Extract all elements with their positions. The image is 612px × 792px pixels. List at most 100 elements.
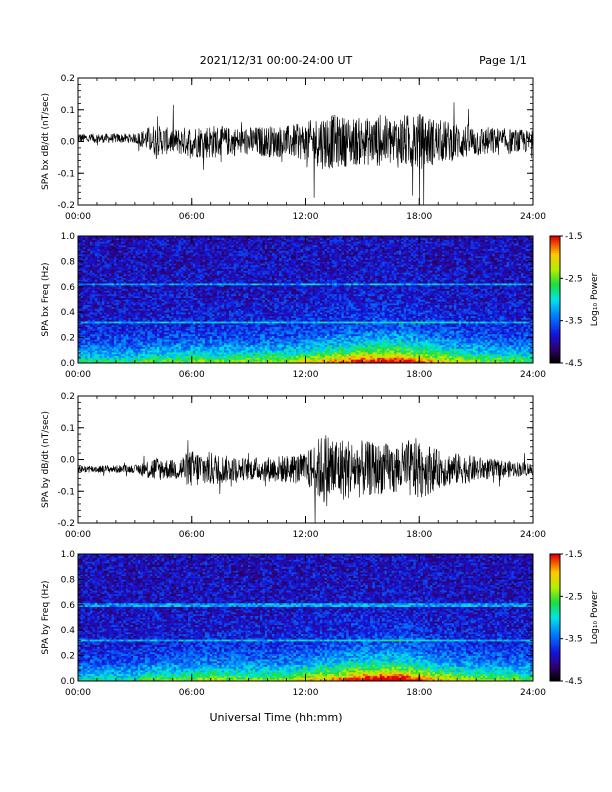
heatmap-cell [97, 303, 100, 305]
heatmap-cell [83, 330, 86, 332]
heatmap-cell [102, 329, 105, 331]
heatmap-cell [100, 359, 103, 361]
heatmap-cell [92, 336, 95, 338]
heatmap-cell [90, 345, 93, 347]
heatmap-cell [90, 238, 93, 240]
heatmap-cell [95, 341, 98, 343]
heatmap-cell [100, 327, 103, 329]
y-tick-label: 0.0 [61, 138, 76, 148]
heatmap-cell [80, 298, 83, 300]
heatmap-cell [88, 345, 91, 347]
heatmap-cell [92, 323, 95, 325]
heatmap-cell [97, 260, 100, 262]
heatmap-cell [90, 276, 93, 278]
heatmap-cell [88, 252, 91, 254]
heatmap-cell [90, 350, 93, 352]
heatmap-cell [90, 251, 93, 253]
heatmap-cell [88, 267, 91, 269]
heatmap-cell [85, 258, 88, 260]
heatmap-cell [80, 258, 83, 260]
heatmap-cell [83, 345, 86, 347]
heatmap-cell [95, 345, 98, 347]
heatmap-cell [83, 274, 86, 276]
heatmap-cell [90, 285, 93, 287]
heatmap-cell [83, 243, 86, 245]
heatmap-cell [90, 272, 93, 274]
heatmap-cell [90, 359, 93, 361]
page-indicator: Page 1/1 [479, 54, 527, 67]
heatmap-cell [85, 338, 88, 340]
heatmap-cell [97, 256, 100, 258]
heatmap-cell [100, 309, 103, 311]
heatmap-cell [95, 267, 98, 269]
heatmap-cell [97, 285, 100, 287]
heatmap-cell [80, 238, 83, 240]
figure: 2021/12/31 00:00-24:00 UT Page 1/1 -0.2-… [0, 0, 612, 792]
heatmap-cell [95, 334, 98, 336]
heatmap-cell [83, 354, 86, 356]
heatmap-cell [102, 359, 105, 361]
heatmap-cell [85, 278, 88, 280]
heatmap-cell [97, 270, 100, 272]
heatmap-cell [92, 278, 95, 280]
heatmap-cell [95, 321, 98, 323]
heatmap-cell [85, 325, 88, 327]
heatmap-cell [88, 280, 91, 282]
heatmap-cell [83, 343, 86, 345]
heatmap-cell [95, 270, 98, 272]
heatmap-cell [88, 263, 91, 265]
heatmap-cell [95, 254, 98, 256]
heatmap-cell [85, 269, 88, 271]
heatmap-cell [88, 348, 91, 350]
heatmap-cell [100, 245, 103, 247]
heatmap-cell [100, 249, 103, 251]
heatmap-cell [95, 303, 98, 305]
heatmap-cell [83, 251, 86, 253]
heatmap-cell [80, 350, 83, 352]
heatmap-cell [100, 252, 103, 254]
heatmap-cell [85, 252, 88, 254]
heatmap-cell [95, 243, 98, 245]
heatmap-cell [100, 241, 103, 243]
heatmap-cell [100, 267, 103, 269]
heatmap-cell [90, 336, 93, 338]
heatmap-cell [92, 343, 95, 345]
heatmap-cell [83, 245, 86, 247]
heatmap-cell [88, 347, 91, 349]
heatmap-cell [88, 358, 91, 360]
heatmap-cell [100, 343, 103, 345]
heatmap-cell [100, 347, 103, 349]
heatmap-cell [90, 256, 93, 258]
heatmap-cell [85, 281, 88, 283]
heatmap-cell [90, 278, 93, 280]
heatmap-cell [90, 283, 93, 285]
heatmap-cell [102, 339, 105, 341]
heatmap-cell [92, 280, 95, 282]
heatmap-cell [100, 345, 103, 347]
heatmap-cell [97, 318, 100, 320]
heatmap-cell [85, 348, 88, 350]
heatmap-cell [83, 350, 86, 352]
heatmap-cell [88, 314, 91, 316]
heatmap-cell [90, 289, 93, 291]
heatmap-cell [88, 261, 91, 263]
heatmap-cell [100, 247, 103, 249]
heatmap-cell [95, 316, 98, 318]
heatmap-cell [85, 309, 88, 311]
heatmap-cell [80, 318, 83, 320]
heatmap-cell [83, 252, 86, 254]
heatmap-cell [95, 292, 98, 294]
heatmap-cell [100, 290, 103, 292]
heatmap-cell [95, 261, 98, 263]
heatmap-cell [95, 252, 98, 254]
heatmap-cell [95, 347, 98, 349]
heatmap-cell [102, 354, 105, 356]
heatmap-cell [85, 270, 88, 272]
heatmap-cell [83, 276, 86, 278]
heatmap-cell [102, 334, 105, 336]
heatmap-cell [80, 294, 83, 296]
heatmap-cell [85, 354, 88, 356]
heatmap-cell [97, 350, 100, 352]
heatmap-cell [100, 256, 103, 258]
y-tick-label: -0.2 [57, 201, 75, 211]
